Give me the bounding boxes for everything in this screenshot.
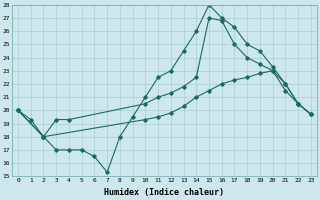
X-axis label: Humidex (Indice chaleur): Humidex (Indice chaleur)	[104, 188, 224, 197]
